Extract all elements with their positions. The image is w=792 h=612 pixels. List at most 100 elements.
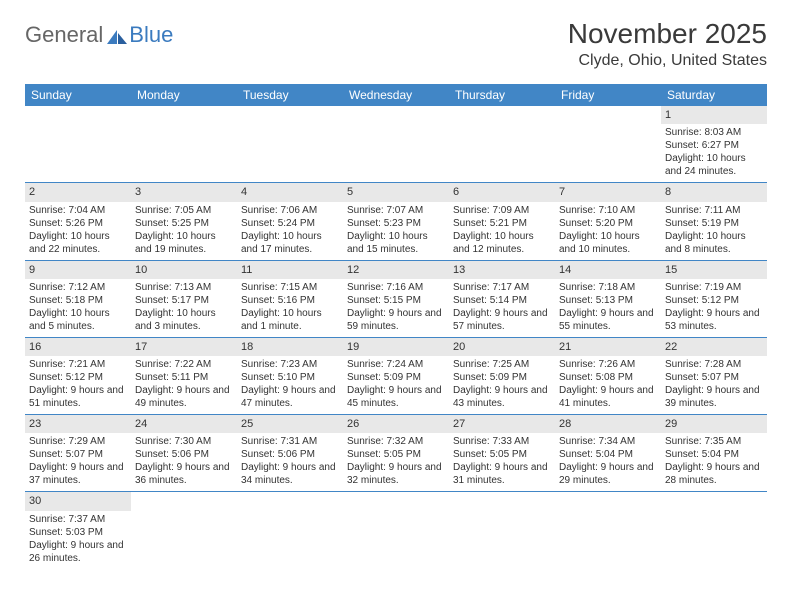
logo-text-general: General [25,22,103,48]
sunrise-line: Sunrise: 7:22 AM [135,358,233,371]
calendar-cell: 21 Sunrise: 7:26 AMSunset: 5:08 PMDayligh… [555,337,661,414]
day-number: 16 [25,338,131,356]
sunset-line: Sunset: 5:08 PM [559,371,657,384]
calendar-cell: 15Sunrise: 7:19 AMSunset: 5:12 PMDayligh… [661,260,767,337]
day-number: 9 [25,261,131,279]
page-title: November 2025 [568,18,767,50]
day-number: 17 [131,338,237,356]
sunrise-line: Sunrise: 7:37 AM [29,513,127,526]
sunrise-line: Sunrise: 7:18 AM [559,281,657,294]
sunset-line: Sunset: 5:05 PM [453,448,551,461]
calendar-cell: 12Sunrise: 7:16 AMSunset: 5:15 PMDayligh… [343,260,449,337]
sunset-line: Sunset: 5:09 PM [453,371,551,384]
sunset-line: Sunset: 5:23 PM [347,217,445,230]
calendar-cell: 30Sunrise: 7:37 AMSunset: 5:03 PMDayligh… [25,492,131,569]
sunset-line: Sunset: 5:04 PM [665,448,763,461]
sunrise-line: Sunrise: 7:06 AM [241,204,339,217]
daylight-line: Daylight: 10 hours and 22 minutes. [29,230,127,256]
day-header: Sunday [25,84,131,106]
calendar-cell: 7Sunrise: 7:10 AMSunset: 5:20 PMDaylight… [555,183,661,260]
calendar-cell [555,106,661,183]
sunset-line: Sunset: 5:14 PM [453,294,551,307]
day-number: 13 [449,261,555,279]
calendar-row: 16Sunrise: 7:21 AMSunset: 5:12 PMDayligh… [25,337,767,414]
day-number: 29 [661,415,767,433]
sunset-line: Sunset: 5:06 PM [135,448,233,461]
sunrise-line: Sunrise: 7:23 AM [241,358,339,371]
sunset-line: Sunset: 5:06 PM [241,448,339,461]
calendar-cell: 27Sunrise: 7:33 AMSunset: 5:05 PMDayligh… [449,415,555,492]
sunrise-line: Sunrise: 7:05 AM [135,204,233,217]
calendar-cell [449,106,555,183]
sunset-line: Sunset: 5:11 PM [135,371,233,384]
calendar-cell: 28Sunrise: 7:34 AMSunset: 5:04 PMDayligh… [555,415,661,492]
calendar-cell: 6Sunrise: 7:09 AMSunset: 5:21 PMDaylight… [449,183,555,260]
sunrise-line: Sunrise: 8:03 AM [665,126,763,139]
daylight-line: Daylight: 10 hours and 1 minute. [241,307,339,333]
daylight-line: Daylight: 10 hours and 10 minutes. [559,230,657,256]
calendar-cell [237,106,343,183]
calendar-cell: 4Sunrise: 7:06 AMSunset: 5:24 PMDaylight… [237,183,343,260]
daylight-line: Daylight: 9 hours and 26 minutes. [29,539,127,565]
sunset-line: Sunset: 6:27 PM [665,139,763,152]
calendar-cell: 25Sunrise: 7:31 AMSunset: 5:06 PMDayligh… [237,415,343,492]
day-number: 21 [555,338,661,356]
calendar-row: 9Sunrise: 7:12 AMSunset: 5:18 PMDaylight… [25,260,767,337]
sunrise-line: Sunrise: 7:33 AM [453,435,551,448]
daylight-line: Daylight: 9 hours and 49 minutes. [135,384,233,410]
calendar-cell: 14Sunrise: 7:18 AMSunset: 5:13 PMDayligh… [555,260,661,337]
sunset-line: Sunset: 5:13 PM [559,294,657,307]
daylight-line: Daylight: 9 hours and 47 minutes. [241,384,339,410]
sunrise-line: Sunrise: 7:09 AM [453,204,551,217]
calendar-cell: 16Sunrise: 7:21 AMSunset: 5:12 PMDayligh… [25,337,131,414]
sunrise-line: Sunrise: 7:30 AM [135,435,233,448]
sunrise-line: Sunrise: 7:17 AM [453,281,551,294]
calendar-cell [343,492,449,569]
calendar-cell: 20Sunrise: 7:25 AMSunset: 5:09 PMDayligh… [449,337,555,414]
sail-icon [105,26,129,44]
day-number: 30 [25,492,131,510]
daylight-line: Daylight: 9 hours and 57 minutes. [453,307,551,333]
calendar-cell [661,492,767,569]
sunrise-line: Sunrise: 7:32 AM [347,435,445,448]
daylight-line: Daylight: 9 hours and 39 minutes. [665,384,763,410]
logo: General Blue [25,18,173,48]
day-number: 10 [131,261,237,279]
sunset-line: Sunset: 5:21 PM [453,217,551,230]
daylight-line: Daylight: 10 hours and 12 minutes. [453,230,551,256]
location: Clyde, Ohio, United States [568,52,767,70]
calendar-cell [237,492,343,569]
calendar-cell: 9Sunrise: 7:12 AMSunset: 5:18 PMDaylight… [25,260,131,337]
sunrise-line: Sunrise: 7:19 AM [665,281,763,294]
day-number: 1 [661,106,767,124]
header: General Blue November 2025 Clyde, Ohio, … [25,18,767,70]
day-number: 27 [449,415,555,433]
sunrise-line: Sunrise: 7:07 AM [347,204,445,217]
calendar-row: 23Sunrise: 7:29 AMSunset: 5:07 PMDayligh… [25,415,767,492]
day-header: Saturday [661,84,767,106]
sunset-line: Sunset: 5:12 PM [665,294,763,307]
calendar-cell [131,106,237,183]
title-block: November 2025 Clyde, Ohio, United States [568,18,767,70]
daylight-line: Daylight: 9 hours and 53 minutes. [665,307,763,333]
sunrise-line: Sunrise: 7:34 AM [559,435,657,448]
day-number: 12 [343,261,449,279]
daylight-line: Daylight: 9 hours and 34 minutes. [241,461,339,487]
sunrise-line: Sunrise: 7:11 AM [665,204,763,217]
logo-text-blue: Blue [129,22,173,48]
daylight-line: Daylight: 9 hours and 36 minutes. [135,461,233,487]
sunrise-line: Sunrise: 7:26 AM [559,358,657,371]
calendar-cell: 23Sunrise: 7:29 AMSunset: 5:07 PMDayligh… [25,415,131,492]
sunset-line: Sunset: 5:07 PM [29,448,127,461]
daylight-line: Daylight: 9 hours and 43 minutes. [453,384,551,410]
daylight-line: Daylight: 9 hours and 41 minutes. [559,384,657,410]
calendar-cell [343,106,449,183]
sunrise-line: Sunrise: 7:13 AM [135,281,233,294]
day-number: 20 [449,338,555,356]
sunset-line: Sunset: 5:05 PM [347,448,445,461]
calendar-cell: 18Sunrise: 7:23 AMSunset: 5:10 PMDayligh… [237,337,343,414]
sunrise-line: Sunrise: 7:35 AM [665,435,763,448]
calendar-row: 30Sunrise: 7:37 AMSunset: 5:03 PMDayligh… [25,492,767,569]
day-number: 3 [131,183,237,201]
sunset-line: Sunset: 5:25 PM [135,217,233,230]
